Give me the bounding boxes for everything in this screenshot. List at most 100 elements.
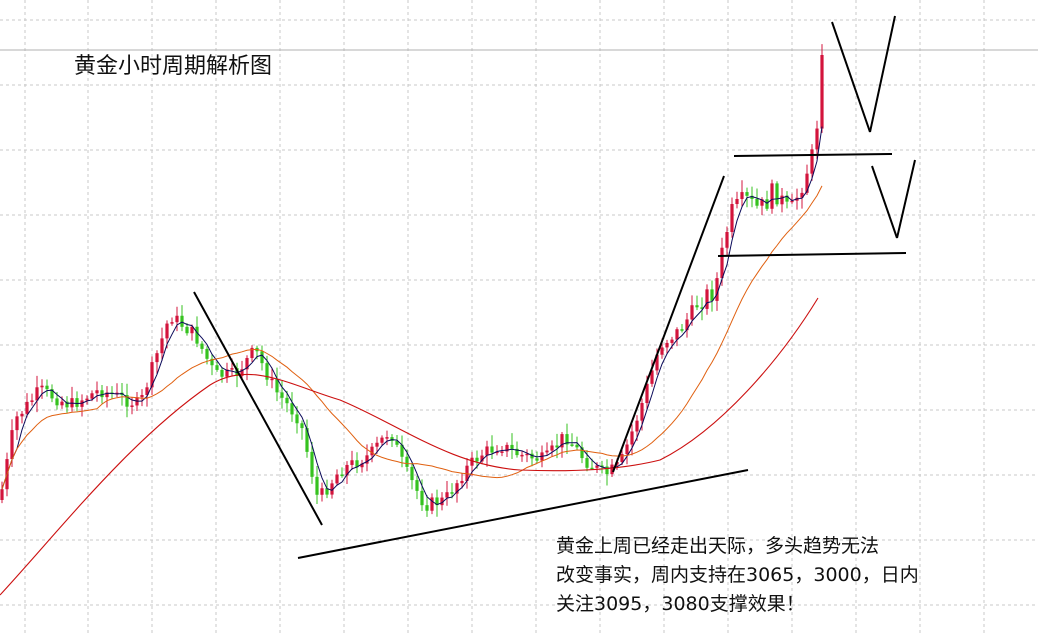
candle-body <box>570 444 574 446</box>
candle-body <box>75 398 79 407</box>
candle-body <box>130 405 134 407</box>
candle-body <box>765 199 769 209</box>
candle-body <box>705 289 709 309</box>
candle-body <box>200 343 204 349</box>
candle-body <box>790 200 794 203</box>
trendline <box>896 159 916 239</box>
candle-body <box>100 390 104 398</box>
candle-body <box>585 458 589 468</box>
candle-body <box>140 395 144 398</box>
candle-body <box>40 385 44 388</box>
candle-body <box>780 195 784 205</box>
candle-body <box>115 392 119 395</box>
candle-body <box>510 444 514 449</box>
candle-body <box>800 192 804 198</box>
candle-body <box>65 401 69 408</box>
candle-body <box>260 351 264 364</box>
candle-body <box>20 413 24 417</box>
candle-body <box>490 446 494 453</box>
candle-body <box>485 446 489 456</box>
candle-body <box>630 431 634 445</box>
candle-body <box>665 342 669 348</box>
candle-body <box>340 474 344 476</box>
candle-body <box>170 322 174 324</box>
candle-body <box>95 390 99 394</box>
ma-fast-line <box>1 126 823 506</box>
candle-body <box>345 464 349 476</box>
candle-body <box>390 437 394 441</box>
candle-body <box>550 445 554 451</box>
candle-body <box>360 463 364 468</box>
candle-body <box>470 457 474 466</box>
candle-body <box>455 483 459 494</box>
candle-body <box>410 466 414 481</box>
candle-body <box>700 307 704 309</box>
analysis-note-line-3: 关注3095，3080支撑效果！ <box>556 593 805 615</box>
candle-body <box>315 476 319 495</box>
candle-body <box>805 173 809 193</box>
candle-body <box>60 401 64 406</box>
candle-body <box>520 454 524 457</box>
candle-body <box>450 492 454 494</box>
candle-body <box>600 465 604 467</box>
candle-body <box>370 446 374 456</box>
candle-body <box>620 454 624 463</box>
candle-body <box>325 488 329 495</box>
candle-body <box>775 183 779 205</box>
candle-body <box>295 414 299 424</box>
candle-body <box>555 445 559 448</box>
candle-body <box>35 387 39 401</box>
candle-body <box>430 497 434 511</box>
candle-body <box>460 480 464 484</box>
candle-body <box>10 430 14 460</box>
candle-body <box>605 466 609 475</box>
candle-body <box>530 453 534 459</box>
candle-body <box>640 403 644 421</box>
candle-body <box>745 192 749 196</box>
candle-body <box>245 358 249 370</box>
candle-body <box>815 128 819 150</box>
candle-body <box>560 434 564 448</box>
candle-body <box>610 464 614 475</box>
candle-body <box>415 480 419 491</box>
ma-slow-line <box>0 297 819 596</box>
candle-body <box>730 204 734 232</box>
candle-body <box>710 289 714 301</box>
candle-body <box>675 329 679 340</box>
candle-body <box>525 453 529 456</box>
candle-body <box>300 423 304 429</box>
candle-body <box>515 448 519 456</box>
candle-body <box>125 395 129 407</box>
candle-body <box>85 398 89 401</box>
trendlines <box>193 15 916 559</box>
candle-body <box>545 450 549 453</box>
candle-body <box>220 369 224 377</box>
candle-body <box>275 378 279 393</box>
candle-body <box>435 497 439 506</box>
candle-body <box>650 370 654 384</box>
candle-body <box>680 329 684 331</box>
candle-body <box>280 392 284 398</box>
candle-body <box>195 326 199 344</box>
candle-body <box>635 420 639 432</box>
candle-body <box>45 385 49 390</box>
candle-body <box>150 362 154 388</box>
candle-body <box>50 389 54 399</box>
analysis-note: 黄金上周已经走出天际，多头趋势无法 改变事实，周内支持在3065，3000，日内… <box>556 532 1026 619</box>
trendline <box>717 252 907 257</box>
candle-body <box>755 198 759 206</box>
candle-body <box>445 492 449 498</box>
candle-body <box>405 456 409 467</box>
candle-body <box>690 305 694 320</box>
candle-body <box>395 440 399 445</box>
candle-body <box>715 278 719 301</box>
candle-body <box>655 354 659 371</box>
trendline <box>193 291 323 526</box>
candle-body <box>30 400 34 402</box>
candle-body <box>645 383 649 404</box>
candle-body <box>355 460 359 468</box>
candle-body <box>105 392 109 398</box>
candle-body <box>750 195 754 199</box>
candle-body <box>670 339 674 343</box>
